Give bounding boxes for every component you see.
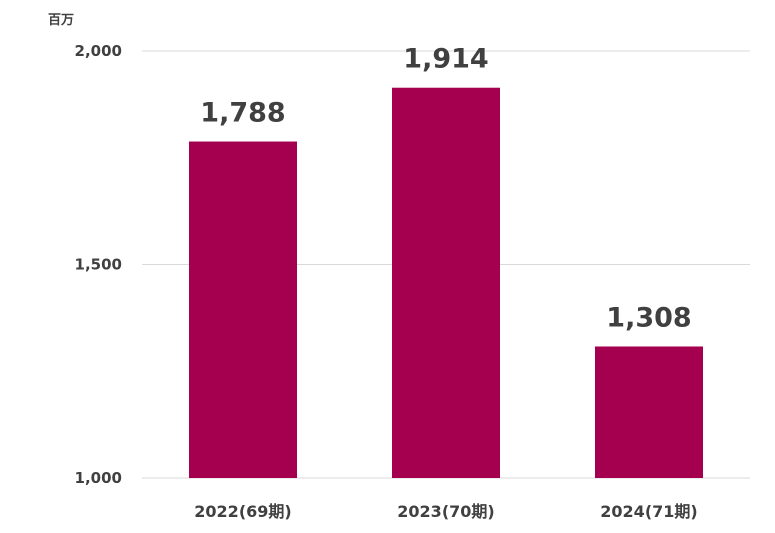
unit-label: 百万 <box>48 13 74 28</box>
data-label: 1,914 <box>403 44 488 75</box>
y-tick-label: 2,000 <box>75 42 122 60</box>
bar <box>189 141 297 479</box>
bar <box>595 346 703 478</box>
y-axis-tick-labels: 1,000 1,500 2,000 <box>75 42 122 487</box>
x-axis-tick-labels: 2022(69期) 2023(70期) 2024(71期) <box>194 502 697 521</box>
data-label: 1,308 <box>606 302 691 333</box>
x-tick-label: 2023(70期) <box>397 502 494 521</box>
x-tick-label: 2022(69期) <box>194 502 291 521</box>
y-tick-label: 1,000 <box>75 469 122 487</box>
x-tick-label: 2024(71期) <box>600 502 697 521</box>
bars <box>189 87 703 479</box>
bar <box>392 87 500 479</box>
y-tick-label: 1,500 <box>75 256 122 274</box>
data-labels: 1,788 1,914 1,308 <box>200 44 691 334</box>
data-label: 1,788 <box>200 98 285 129</box>
